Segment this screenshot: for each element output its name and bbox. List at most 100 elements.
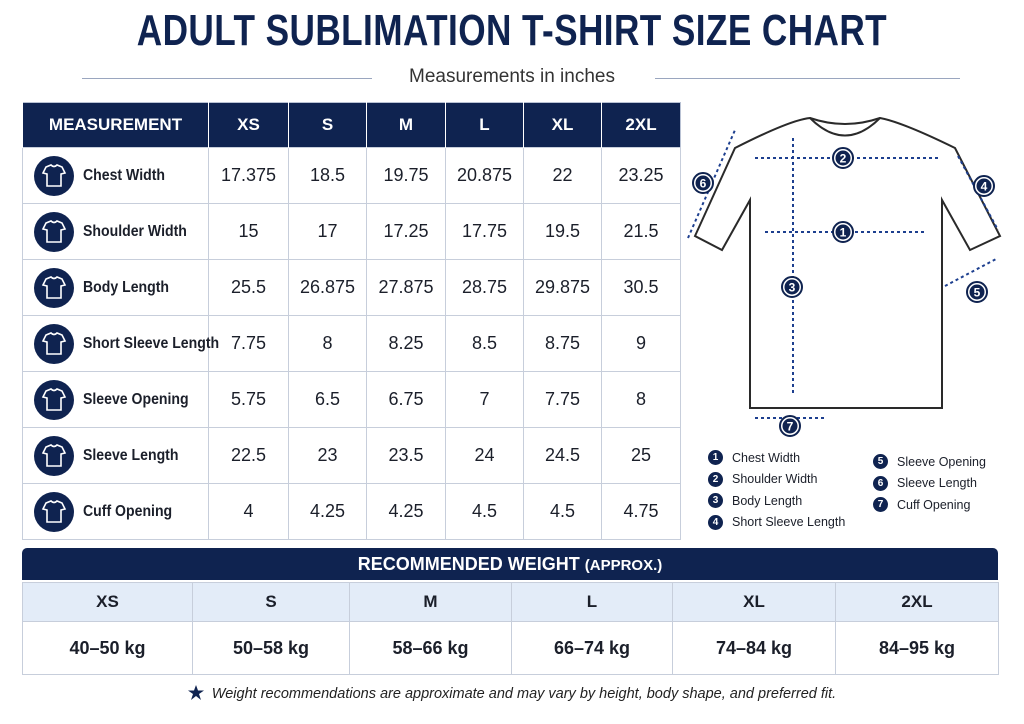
legend-item: 2 Shoulder Width	[708, 471, 818, 487]
icon-shirt	[41, 331, 67, 355]
marker-fill	[782, 418, 798, 434]
cell: 8.5	[445, 315, 524, 372]
legend-item: 5 Sleeve Opening	[873, 454, 986, 469]
weight-title-text: RECOMMENDED WEIGHT	[357, 554, 580, 574]
legend-item: 3 Body Length	[708, 493, 802, 508]
cell: 4	[208, 483, 289, 540]
icon-shirt	[41, 163, 67, 187]
star-icon	[187, 685, 204, 700]
marker-number: 2	[840, 152, 847, 166]
table-body: Chest Width 17.375 18.5 19.75 20.875 22 23.25 S…	[22, 147, 681, 540]
footnote-text: Weight recommendations are approximate a…	[211, 686, 837, 702]
cell: 8.25	[366, 315, 446, 372]
cell: 6.5	[288, 371, 367, 428]
icon-shirt	[41, 219, 67, 243]
cell: 4.25	[288, 483, 367, 540]
row-icon	[34, 435, 74, 476]
cell: 25	[601, 427, 681, 484]
cell: 22.5	[208, 427, 289, 484]
footnote: Weight recommendations are approximate a…	[0, 685, 1024, 702]
row-label-cell: Cuff Opening	[22, 483, 209, 540]
cell: 4.5	[523, 483, 602, 540]
weight-range: 50–58 kg	[192, 621, 350, 675]
cell: 30.5	[601, 259, 681, 316]
cell: 4.25	[366, 483, 446, 540]
legend-number: 2	[708, 471, 723, 487]
cell: 24	[445, 427, 524, 484]
cell: 5.75	[208, 371, 289, 428]
row-label-cell: Short Sleeve Length	[22, 315, 219, 372]
weight-range: 40–50 kg	[22, 621, 193, 675]
cell: 20.875	[445, 147, 524, 204]
legend-item: 1 Chest Width	[708, 450, 800, 465]
cell: 17	[288, 203, 367, 260]
marker-fill	[835, 224, 851, 240]
cell: 27.875	[366, 259, 446, 316]
legend-label: Body Length	[732, 493, 803, 508]
table-row: Sleeve Opening 5.75 6.5 6.75 7 7.75 8	[22, 371, 681, 428]
row-label: Short Sleeve Length	[83, 334, 220, 352]
icon-circle	[34, 155, 74, 196]
legend-item: 6 Sleeve Length	[873, 475, 977, 491]
weight-size: XS	[22, 582, 193, 622]
legend-label: Short Sleeve Length	[732, 515, 846, 529]
weight-range: 74–84 kg	[672, 621, 836, 675]
row-icon	[34, 211, 74, 252]
legend-number: 5	[873, 454, 888, 469]
row-icon	[34, 491, 74, 532]
cell: 8	[288, 315, 367, 372]
row-label: Body Length	[83, 278, 170, 296]
weight-size: XL	[672, 582, 836, 622]
legend-item: 7 Cuff Opening	[873, 497, 970, 512]
cell: 29.875	[523, 259, 602, 316]
weight-table: XS S M L XL 2XL 40–50 kg 50–58 kg 58–66 kg 66–74…	[22, 582, 999, 675]
row-label: Shoulder Width	[83, 222, 187, 240]
row-label-cell: Sleeve Length	[22, 427, 209, 484]
cell: 7.75	[208, 315, 289, 372]
weight-title-note: (APPROX.)	[584, 557, 663, 574]
column-header: XS	[208, 102, 289, 148]
marker-fill	[835, 150, 851, 166]
legend-item: 4 Short Sleeve Length	[708, 514, 846, 530]
row-label-cell: Sleeve Opening	[22, 371, 209, 428]
weight-size: 2XL	[835, 582, 999, 622]
weight-range: 84–95 kg	[835, 621, 999, 675]
weight-range: 66–74 kg	[511, 621, 673, 675]
legend-number: 3	[708, 493, 723, 508]
legend-label: Sleeve Opening	[897, 454, 986, 469]
table-row: Chest Width 17.375 18.5 19.75 20.875 22 23.25	[22, 147, 681, 204]
cell: 4.5	[445, 483, 524, 540]
row-label: Cuff Opening	[83, 502, 173, 520]
title: ADULT SUBLIMATION T-SHIRT SIZE CHART	[0, 6, 1024, 56]
row-label: Sleeve Opening	[83, 390, 189, 408]
row-label: Chest Width	[83, 166, 166, 184]
icon-circle	[34, 323, 74, 364]
cell: 17.75	[445, 203, 524, 260]
shirt-diagram: 1 2 3 4 5 6 7	[687, 116, 1002, 437]
marker-fill	[695, 175, 711, 191]
size-table: MEASUREMENT XS S M L XL 2XL Chest Width 17.375 1…	[22, 102, 681, 540]
cell: 21.5	[601, 203, 681, 260]
cell: 23.5	[366, 427, 446, 484]
icon-circle	[34, 435, 74, 476]
title-text: ADULT SUBLIMATION T-SHIRT SIZE CHART	[136, 6, 888, 55]
cell: 17.375	[208, 147, 289, 204]
icon-shirt	[41, 499, 67, 523]
cell: 19.75	[366, 147, 446, 204]
cell: 25.5	[208, 259, 289, 316]
column-header: MEASUREMENT	[22, 102, 209, 148]
row-icon	[34, 267, 74, 308]
column-header: M	[366, 102, 446, 148]
divider	[82, 78, 372, 79]
legend-label: Shoulder Width	[732, 472, 818, 486]
row-icon	[34, 323, 74, 364]
weight-title: RECOMMENDED WEIGHT (APPROX.)	[22, 548, 998, 580]
weight-values: 40–50 kg 50–58 kg 58–66 kg 66–74 kg 74–84 kg…	[22, 621, 999, 675]
cell: 23	[288, 427, 367, 484]
icon-circle	[34, 211, 74, 252]
weight-size: M	[349, 582, 512, 622]
cell: 8.75	[523, 315, 602, 372]
table-row: Shoulder Width 15 17 17.25 17.75 19.5 21.5	[22, 203, 681, 260]
table-row: Body Length 25.5 26.875 27.875 28.75 29.875 30…	[22, 259, 681, 316]
cell: 19.5	[523, 203, 602, 260]
